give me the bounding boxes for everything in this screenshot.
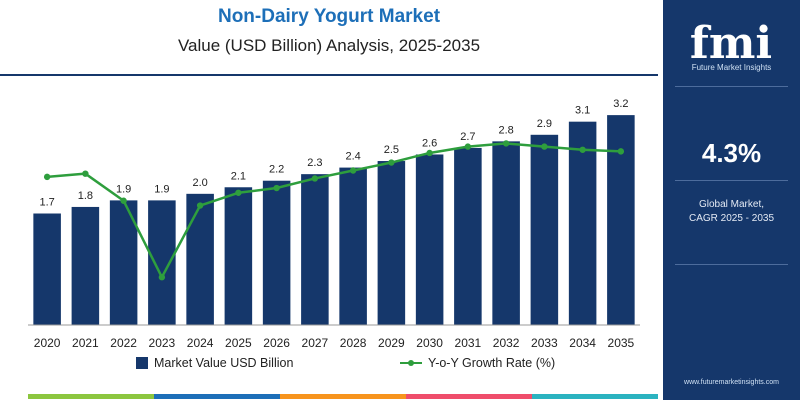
legend-line-swatch <box>400 357 422 369</box>
website-link[interactable]: www.futuremarketinsights.com <box>684 379 779 386</box>
x-tick-label-2027: 2027 <box>302 336 329 350</box>
bar-2030 <box>415 154 444 325</box>
legend: Market Value USD Billion Y-o-Y Growth Ra… <box>0 356 658 378</box>
growth-rate-point-2031 <box>464 143 472 150</box>
bar-2029 <box>377 161 406 325</box>
accent-strip-segment-5 <box>532 394 658 399</box>
accent-strip-segment-1 <box>28 394 154 399</box>
accent-strip-segment-4 <box>406 394 532 399</box>
bar-value-label-2035: 3.2 <box>613 98 628 110</box>
growth-rate-point-2024 <box>196 202 204 209</box>
bar-value-label-2024: 2.0 <box>192 177 207 189</box>
bar-2033 <box>530 134 559 325</box>
panel-divider <box>675 264 788 265</box>
growth-rate-point-2026 <box>273 184 280 192</box>
x-tick-label-2026: 2026 <box>263 336 290 350</box>
bar-2020 <box>33 213 61 325</box>
x-tick-label-2030: 2030 <box>416 336 443 350</box>
bar-value-label-2034: 3.1 <box>575 105 590 117</box>
bar-2032 <box>492 141 520 325</box>
bar-2021 <box>71 206 100 325</box>
bar-2028 <box>339 167 367 325</box>
legend-label-market-value: Market Value USD Billion <box>154 356 294 370</box>
legend-item-market-value: Market Value USD Billion <box>136 356 293 370</box>
chart-title: Non-Dairy Yogurt Market <box>217 6 441 27</box>
bar-2024 <box>186 193 214 325</box>
header-divider <box>0 74 658 76</box>
chart-area: 1.7 1.8 1.9 1.9 2.0 2.1 2.2 2.3 2.4 2.5 2.6 2.7 2.8 2… <box>28 98 640 350</box>
cagr-caption-line-1: Global Market, <box>698 199 765 210</box>
bar-value-label-2031: 2.7 <box>460 131 475 143</box>
x-tick-label-2033: 2033 <box>531 336 558 350</box>
growth-rate-point-2028 <box>349 167 357 174</box>
bar-2031 <box>454 147 482 325</box>
x-tick-label-2025: 2025 <box>225 336 252 350</box>
brand-tagline: Future Market Insights <box>691 63 772 72</box>
bars-group <box>33 115 635 325</box>
x-tick-label-2021: 2021 <box>72 336 99 350</box>
x-tick-label-2032: 2032 <box>493 336 520 350</box>
legend-label-growth-rate: Y-o-Y Growth Rate (%) <box>428 356 556 370</box>
x-tick-label-2028: 2028 <box>340 336 367 350</box>
growth-rate-point-2023 <box>158 274 166 281</box>
growth-rate-point-2029 <box>388 159 395 166</box>
bar-value-label-2032: 2.8 <box>498 124 513 136</box>
growth-rate-point-2030 <box>426 149 433 157</box>
accent-strip <box>28 394 658 399</box>
accent-strip-segment-3 <box>280 394 406 399</box>
bar-labels-group: 1.7 1.8 1.9 1.9 2.0 2.1 2.2 2.3 2.4 2.5 2.6 2.7 2.8 2… <box>39 98 628 208</box>
cagr-caption: Global Market, CAGR 2025 - 2035 <box>663 198 800 226</box>
growth-rate-point-2021 <box>82 170 89 177</box>
bar-value-label-2033: 2.9 <box>537 118 552 130</box>
growth-rate-point-2022 <box>120 197 127 204</box>
growth-rate-point-2032 <box>502 140 510 147</box>
bar-2026 <box>262 180 291 325</box>
bar-2025 <box>224 187 253 325</box>
x-tick-label-2034: 2034 <box>569 336 596 350</box>
growth-rate-point-2035 <box>617 148 625 155</box>
legend-item-growth-rate: Y-o-Y Growth Rate (%) <box>400 356 555 370</box>
growth-rate-point-2020 <box>43 173 51 181</box>
x-tick-label-2035: 2035 <box>608 336 635 350</box>
x-tick-label-2031: 2031 <box>455 336 482 350</box>
cagr-caption-line-2: CAGR 2025 - 2035 <box>688 213 775 224</box>
growth-rate-point-2025 <box>235 189 242 196</box>
x-tick-label-2020: 2020 <box>34 336 61 350</box>
bar-value-label-2023: 1.9 <box>154 183 169 195</box>
bar-value-label-2029: 2.5 <box>384 144 399 156</box>
bar-2023 <box>148 200 176 325</box>
bar-value-label-2027: 2.3 <box>307 157 322 169</box>
bar-value-label-2030: 2.6 <box>422 137 437 149</box>
panel-divider <box>675 180 788 181</box>
side-panel: fmi Future Market Insights 4.3% Global M… <box>663 0 800 400</box>
x-tick-labels-group: 2020 2021 2022 2023 2024 2025 2026 2027 2028 2029… <box>34 336 635 350</box>
fmi-logo: fmi <box>690 18 772 69</box>
bar-2034 <box>568 121 597 325</box>
bar-value-label-2026: 2.2 <box>269 164 284 176</box>
x-tick-label-2023: 2023 <box>149 336 176 350</box>
growth-rate-point-2033 <box>541 143 548 150</box>
growth-rate-line <box>47 142 621 279</box>
growth-line-group <box>43 140 625 281</box>
bar-value-label-2020: 1.7 <box>39 197 54 209</box>
x-tick-label-2022: 2022 <box>110 336 137 350</box>
accent-strip-segment-2 <box>154 394 280 399</box>
growth-rate-point-2034 <box>579 146 586 153</box>
bar-2035 <box>607 115 635 325</box>
legend-bar-swatch <box>136 357 148 369</box>
logo-wordmark: fmi <box>690 18 772 69</box>
panel-divider <box>675 86 788 87</box>
bar-2027 <box>301 174 329 325</box>
x-tick-label-2029: 2029 <box>378 336 405 350</box>
growth-rate-point-2027 <box>311 175 319 182</box>
cagr-value: 4.3% <box>701 138 762 168</box>
chart-subtitle: Value (USD Billion) Analysis, 2025-2035 <box>177 36 481 55</box>
x-tick-label-2024: 2024 <box>187 336 214 350</box>
bar-value-label-2025: 2.1 <box>231 170 246 182</box>
bar-value-label-2022: 1.9 <box>116 183 131 195</box>
bar-value-label-2028: 2.4 <box>345 151 360 163</box>
bar-value-label-2021: 1.8 <box>78 190 93 202</box>
